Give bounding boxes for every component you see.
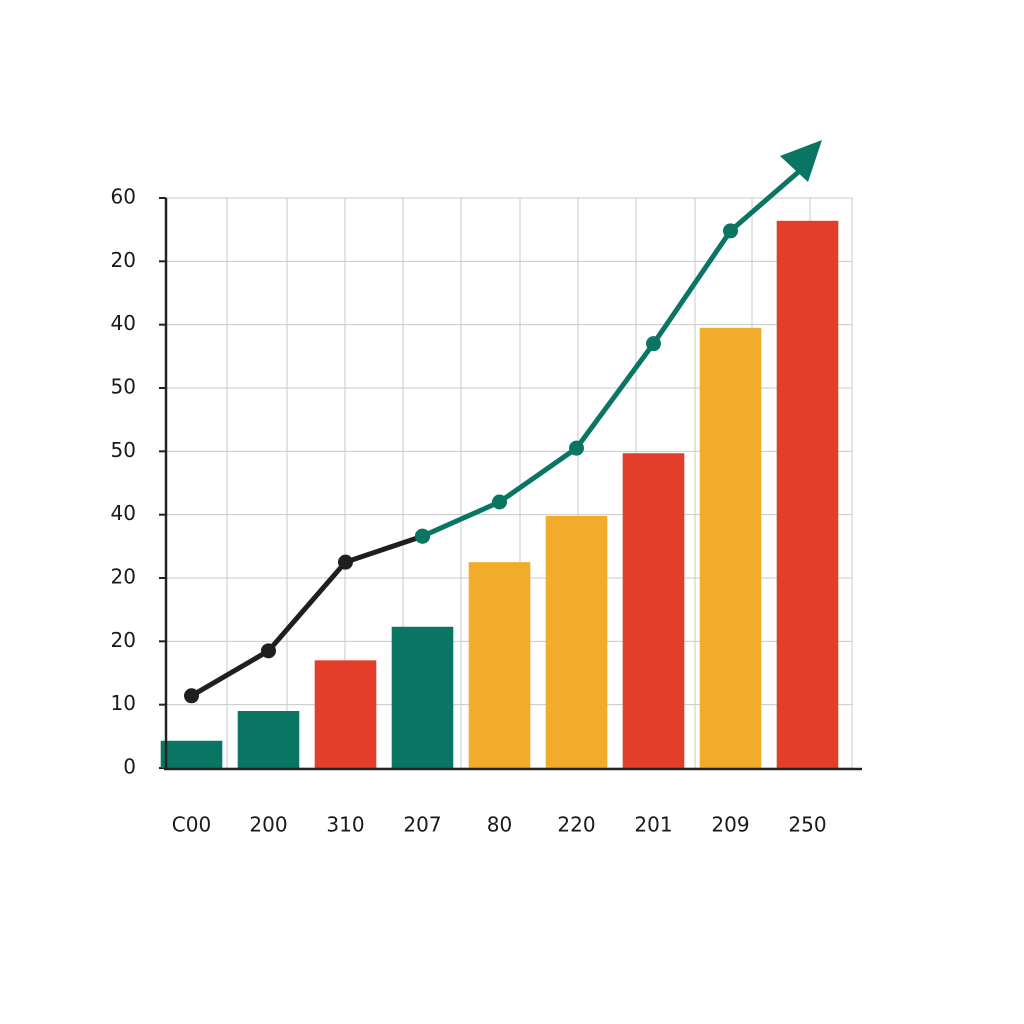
x-tick-label: 80 <box>487 813 512 837</box>
line-point <box>646 336 661 352</box>
y-tick-label: 60 <box>111 185 136 209</box>
bar <box>622 453 685 768</box>
line-point <box>261 643 276 659</box>
x-tick-label: 250 <box>788 813 826 837</box>
y-tick-label: 50 <box>111 438 136 462</box>
x-tick-label: 209 <box>711 813 749 837</box>
trend-arrow-shaft <box>728 166 805 233</box>
y-tick-label: 40 <box>111 501 136 525</box>
line-point <box>492 494 507 510</box>
line-point <box>184 688 199 704</box>
trend-arrow-head <box>780 140 822 182</box>
bar <box>237 711 300 768</box>
x-tick-label: 201 <box>634 813 672 837</box>
line-point <box>569 440 584 456</box>
bar <box>468 562 531 768</box>
bar <box>391 626 454 768</box>
x-tick-label: 207 <box>403 813 441 837</box>
y-tick-label: 20 <box>111 628 136 652</box>
y-tick-label: 20 <box>111 248 136 272</box>
x-tick-label: 310 <box>326 813 364 837</box>
bar <box>776 220 839 769</box>
y-tick-label: 10 <box>111 691 136 715</box>
bar <box>314 660 377 768</box>
bar <box>160 740 223 768</box>
bar <box>545 515 608 768</box>
y-tick-label: 0 <box>123 755 136 779</box>
x-tick-label: 200 <box>249 813 287 837</box>
line-point <box>338 554 353 570</box>
line-point <box>415 528 430 544</box>
x-tick-label: 220 <box>557 813 595 837</box>
bar <box>699 327 762 768</box>
y-tick-label: 40 <box>111 311 136 335</box>
y-tick-label: 20 <box>111 565 136 589</box>
y-tick-label: 50 <box>111 375 136 399</box>
line <box>190 533 424 698</box>
x-tick-label: C00 <box>172 813 211 837</box>
